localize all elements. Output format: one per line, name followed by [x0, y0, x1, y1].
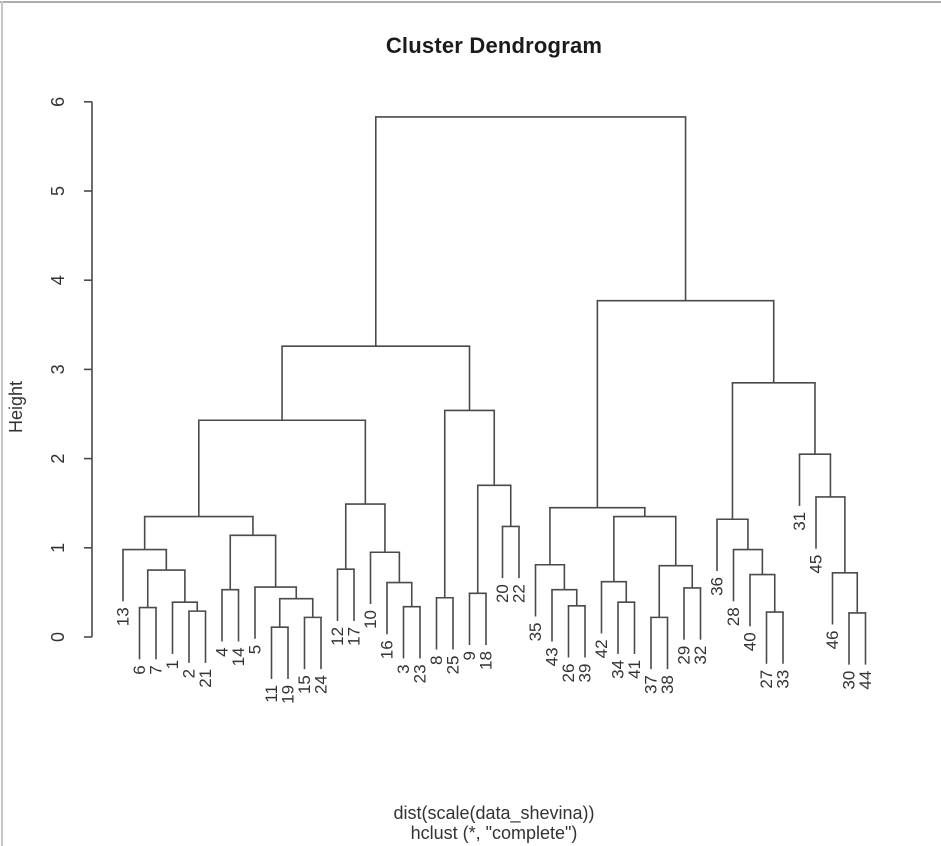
window-border-left	[1, 1, 3, 846]
leaf-label: 2	[180, 669, 199, 678]
leaf-label: 41	[625, 660, 644, 679]
leaf-label: 16	[378, 640, 397, 659]
leaf-label: 14	[229, 647, 248, 666]
leaf-label: 44	[856, 671, 875, 690]
leaf-label: 27	[757, 670, 776, 689]
leaf-label: 29	[675, 646, 694, 665]
window-border-top	[0, 1, 941, 3]
y-axis-tick-label: 0	[48, 632, 68, 642]
leaf-label: 9	[460, 651, 479, 660]
leaf-label: 1	[163, 660, 182, 669]
leaf-label: 18	[477, 651, 496, 670]
leaf-label: 12	[328, 627, 347, 646]
leaf-label: 37	[642, 675, 661, 694]
leaf-label: 26	[559, 664, 578, 683]
leaf-label: 32	[691, 646, 710, 665]
y-axis-tick-label: 2	[48, 454, 68, 464]
leaf-label: 33	[774, 670, 793, 689]
y-axis-tick-label: 4	[48, 275, 68, 285]
x-axis-caption-line1: dist(scale(data_shevina))	[393, 803, 595, 823]
leaf-label: 45	[807, 555, 826, 574]
leaf-label: 22	[510, 584, 529, 603]
leaf-label: 20	[493, 584, 512, 603]
leaf-label: 46	[823, 631, 842, 650]
leaf-label: 35	[526, 622, 545, 641]
leaf-label: 30	[840, 671, 859, 690]
leaf-label: 39	[576, 664, 595, 683]
leaf-label: 43	[543, 647, 562, 666]
x-axis-caption-line2: hclust (*, "complete")	[410, 823, 578, 843]
leaf-label: 11	[262, 685, 281, 703]
leaf-label: 8	[427, 655, 446, 664]
leaf-label: 17	[345, 627, 364, 646]
leaf-label: 28	[724, 607, 743, 626]
leaf-label: 13	[114, 607, 133, 626]
leaf-label: 15	[295, 675, 314, 694]
leaf-label: 25	[444, 655, 463, 674]
leaf-label: 42	[592, 639, 611, 658]
leaf-label: 34	[609, 660, 628, 679]
leaf-label: 40	[741, 632, 760, 651]
leaf-label: 38	[658, 675, 677, 694]
leaf-label: 31	[790, 512, 809, 531]
leaf-label: 19	[279, 685, 298, 704]
leaf-label: 6	[130, 665, 149, 674]
leaf-label: 5	[246, 645, 265, 654]
leaf-label: 21	[196, 669, 215, 688]
leaf-label: 36	[708, 577, 727, 596]
y-axis-tick-label: 3	[48, 364, 68, 374]
leaf-label: 4	[213, 647, 232, 656]
chart-title: Cluster Dendrogram	[385, 33, 603, 58]
leaf-label: 23	[411, 664, 430, 683]
leaf-label: 10	[361, 610, 380, 629]
leaf-label: 24	[312, 675, 331, 694]
leaf-label: 7	[147, 665, 166, 674]
y-axis-tick-label: 5	[48, 186, 68, 196]
y-axis-tick-label: 6	[48, 97, 68, 107]
leaf-label: 3	[394, 664, 413, 673]
y-axis-tick-label: 1	[48, 543, 68, 553]
